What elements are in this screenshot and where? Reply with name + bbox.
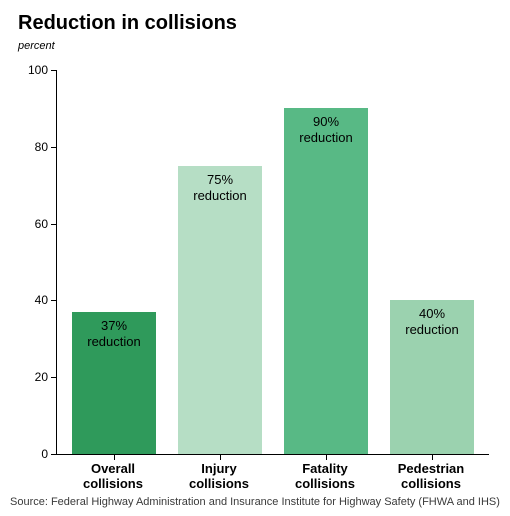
category-label: Injurycollisions	[169, 462, 269, 492]
ytick-label: 0	[18, 447, 48, 461]
ytick-mark	[51, 224, 57, 225]
xtick-mark	[114, 454, 115, 460]
ytick-mark	[51, 454, 57, 455]
ytick-mark	[51, 147, 57, 148]
plot-area: 37%reduction 75%reduction 90%reduction 40%r…	[56, 70, 489, 455]
chart-container: Reduction in collisions percent 37%reduc…	[0, 0, 510, 516]
xtick-mark	[432, 454, 433, 460]
xtick-mark	[220, 454, 221, 460]
category-label: Overallcollisions	[63, 462, 163, 492]
bar-value-label: 75%reduction	[178, 172, 262, 203]
bar: 37%reduction	[72, 312, 156, 454]
xtick-mark	[326, 454, 327, 460]
chart-title: Reduction in collisions	[18, 12, 237, 35]
ytick-mark	[51, 70, 57, 71]
ytick-label: 80	[18, 140, 48, 154]
category-label: Fatalitycollisions	[275, 462, 375, 492]
y-axis-label: percent	[18, 40, 55, 52]
ytick-mark	[51, 377, 57, 378]
category-label: Pedestriancollisions	[381, 462, 481, 492]
bar-value-label: 37%reduction	[72, 318, 156, 349]
ytick-label: 40	[18, 293, 48, 307]
ytick-label: 20	[18, 370, 48, 384]
source-text: Source: Federal Highway Administration a…	[10, 496, 500, 508]
bar: 75%reduction	[178, 166, 262, 454]
bar-value-label: 90%reduction	[284, 114, 368, 145]
ytick-mark	[51, 300, 57, 301]
ytick-label: 100	[18, 63, 48, 77]
bar-value-label: 40%reduction	[390, 306, 474, 337]
bar: 90%reduction	[284, 108, 368, 454]
ytick-label: 60	[18, 217, 48, 231]
bar: 40%reduction	[390, 300, 474, 454]
